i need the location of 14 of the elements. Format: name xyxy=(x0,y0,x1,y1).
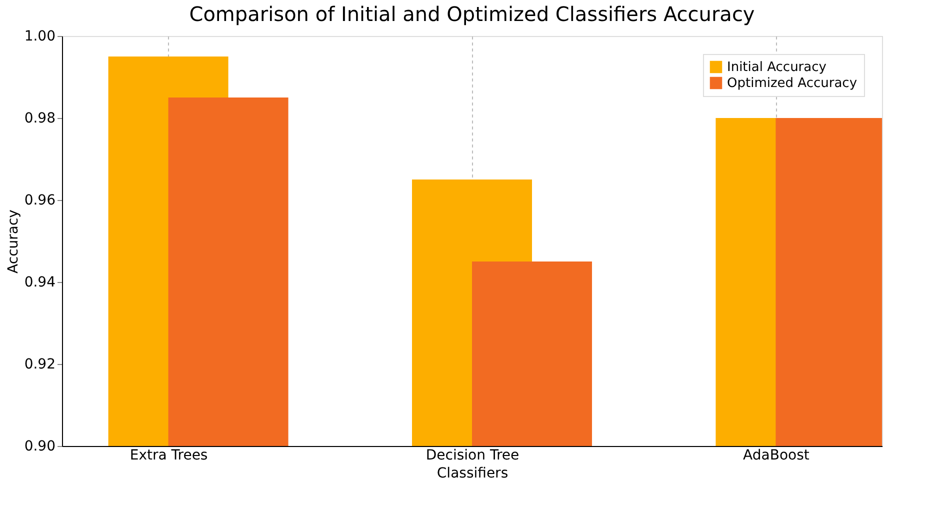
y-tick-label: 0.92 xyxy=(24,356,56,372)
y-tick-label: 0.94 xyxy=(24,274,56,290)
y-tick-label: 0.98 xyxy=(24,110,56,126)
x-tick-label: Extra Trees xyxy=(130,448,208,464)
chart-title: Comparison of Initial and Optimized Classifiers Accuracy xyxy=(189,2,755,26)
x-tick-label: AdaBoost xyxy=(743,448,810,464)
x-axis-title: Classifiers xyxy=(436,466,508,482)
x-tick-label: Decision Tree xyxy=(426,448,520,464)
legend-label: Optimized Accuracy xyxy=(727,76,858,91)
y-tick-label: 1.00 xyxy=(24,28,56,44)
y-tick-label: 0.96 xyxy=(24,192,56,208)
legend-label: Initial Accuracy xyxy=(727,60,827,75)
y-tick-label: 0.90 xyxy=(24,438,56,454)
y-axis-title: Accuracy xyxy=(5,210,22,274)
